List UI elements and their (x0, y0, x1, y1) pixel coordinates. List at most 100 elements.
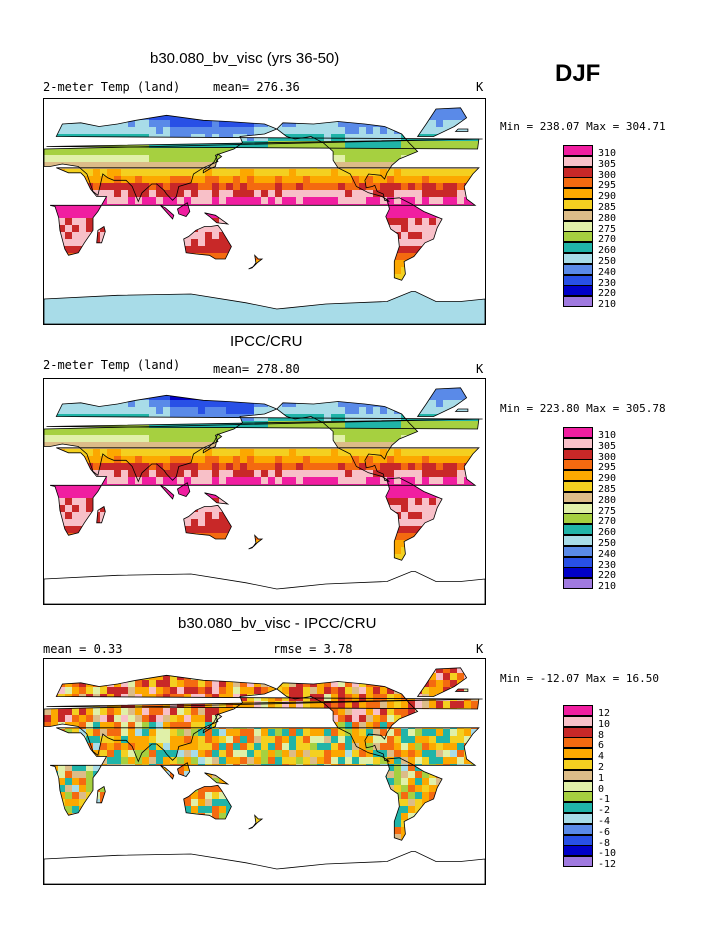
coastline (385, 197, 443, 281)
colorbar-label: -10 (598, 848, 617, 860)
colorbar-label: 295 (598, 180, 617, 192)
colorbar-swatch (563, 274, 593, 286)
colorbar-swatch (563, 715, 593, 727)
colorbar-swatch (563, 502, 593, 514)
coastline (50, 727, 480, 816)
coastline (50, 167, 480, 256)
panel-2-title: IPCC/CRU (230, 333, 303, 350)
colorbar-label: 305 (598, 440, 617, 452)
colorbar-swatch (563, 242, 593, 254)
colorbar-label: 260 (598, 527, 617, 539)
coastline (44, 851, 485, 884)
colorbar-swatch (563, 188, 593, 200)
colorbar-swatch (563, 578, 593, 590)
coastline (183, 504, 232, 540)
colorbar-swatch (563, 448, 593, 460)
colorbar-swatch (563, 759, 593, 770)
colorbar-swatch (563, 535, 593, 546)
colorbar-label: 295 (598, 462, 617, 474)
colorbar-swatch (563, 220, 593, 232)
coastline (46, 698, 483, 710)
colorbar-swatch (563, 513, 593, 525)
colorbar-label: 220 (598, 288, 617, 300)
colorbar-swatch (563, 780, 593, 792)
panel-2-mean: mean= 278.80 (213, 362, 300, 376)
coastline (248, 254, 264, 270)
panel-2-colorbar: 310 305 300 295 290 285 280 275 270 260 250 240 230 2… (563, 427, 616, 592)
coastline (46, 138, 483, 150)
colorbar-swatch (563, 199, 593, 210)
colorbar-swatch (563, 155, 593, 167)
colorbar-label: -1 (598, 794, 611, 806)
colorbar-swatch (563, 748, 593, 760)
panel-3-title: b30.080_bv_visc - IPCC/CRU (178, 615, 377, 632)
coastline (248, 814, 264, 830)
coastline (177, 202, 191, 217)
coastline (276, 401, 419, 482)
panel-3-mean: mean = 0.33 (43, 642, 123, 656)
colorbar-swatch (563, 802, 593, 814)
colorbar-label: 12 (598, 708, 611, 719)
colorbar-label: 230 (598, 277, 617, 289)
colorbar-swatch (563, 791, 593, 803)
colorbar-label: 305 (598, 158, 617, 170)
coastline (44, 291, 485, 324)
colorbar-swatch (563, 166, 593, 178)
colorbar-label: 2 (598, 762, 605, 773)
colorbar-label: 240 (598, 266, 617, 278)
colorbar-swatch (563, 285, 593, 297)
coastline (202, 713, 223, 734)
colorbar-swatch (563, 209, 593, 221)
colorbar-label: 250 (598, 256, 617, 267)
colorbar-label: 270 (598, 234, 617, 246)
coastline (44, 571, 485, 604)
coastline (177, 482, 191, 497)
colorbar-label: 240 (598, 548, 617, 560)
colorbar-label: 290 (598, 473, 617, 485)
colorbar-swatch (563, 231, 593, 243)
colorbar-swatch (563, 177, 593, 189)
colorbar-swatch (563, 856, 593, 868)
panel-1-colorbar: 310 305 300 295 290 285 280 275 270 260 250 240 230 2… (563, 145, 616, 310)
coastline (44, 114, 479, 203)
coastline (183, 784, 232, 820)
colorbar-label: 220 (598, 570, 617, 582)
coastline (96, 505, 106, 524)
colorbar-label: 300 (598, 451, 617, 463)
colorbar-swatch (563, 705, 593, 716)
panel-3-min-max: Min = -12.07 Max = 16.50 (500, 672, 659, 685)
colorbar-label: 275 (598, 223, 617, 235)
colorbar-swatch (563, 556, 593, 568)
colorbar-label: 1 (598, 772, 605, 784)
season-label: DJF (555, 60, 601, 87)
panel-1-min-max: Min = 238.07 Max = 304.71 (500, 120, 666, 133)
colorbar-label: 285 (598, 202, 617, 213)
colorbar-swatch (563, 726, 593, 738)
coastline (160, 484, 175, 500)
coastline (454, 688, 469, 692)
colorbar-label: -12 (598, 859, 617, 871)
colorbar-label: 230 (598, 559, 617, 571)
coastline (248, 534, 264, 550)
coastline (204, 212, 230, 225)
colorbar-swatch (563, 545, 593, 557)
colorbar-label: 10 (598, 718, 611, 730)
panel-1-map (43, 98, 486, 325)
colorbar-swatch (563, 769, 593, 781)
coastline (454, 408, 469, 412)
colorbar-label: 300 (598, 169, 617, 181)
temperature-field (44, 387, 485, 568)
coastline (416, 667, 468, 697)
colorbar-swatch (563, 145, 593, 156)
panel-3-units: K (476, 642, 484, 656)
panel-2-map (43, 378, 486, 605)
panel-1-title: b30.080_bv_visc (yrs 36-50) (150, 50, 340, 67)
panel-3-map (43, 658, 486, 885)
coastline (204, 772, 230, 785)
panel-2-min-max: Min = 223.80 Max = 305.78 (500, 402, 666, 415)
colorbar-label: 8 (598, 729, 605, 741)
colorbar-label: 210 (598, 581, 617, 593)
colorbar-label: 275 (598, 505, 617, 517)
colorbar-label: -8 (598, 837, 611, 849)
panel-1-variable-label: 2-meter Temp (land) (43, 80, 181, 94)
